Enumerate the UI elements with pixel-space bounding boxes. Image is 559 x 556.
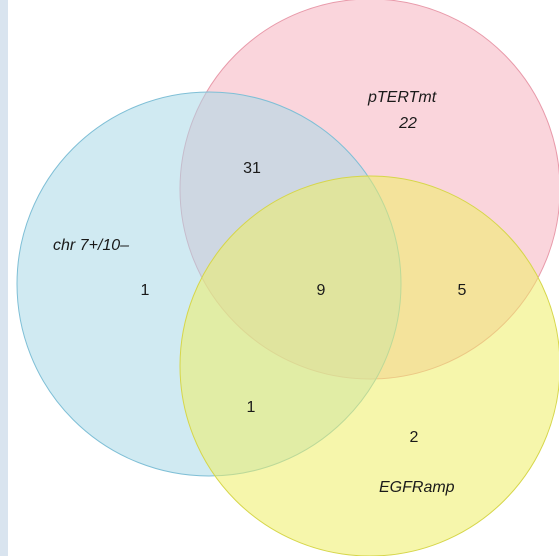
label-egfr: EGFRamp — [379, 479, 455, 496]
count-chr-egfr: 1 — [247, 399, 256, 416]
count-pterr-egfr: 5 — [458, 282, 467, 299]
label-pterr: pTERTmt — [367, 89, 437, 106]
count-chr-pterr: 31 — [243, 160, 261, 177]
left-side-strip — [0, 0, 8, 556]
count-egfr-only: 2 — [410, 429, 419, 446]
count-chr-only: 1 — [141, 282, 150, 299]
count-all-three: 9 — [317, 282, 326, 299]
label-pterr-count: 22 — [398, 115, 417, 132]
circle-egfr — [179, 175, 559, 556]
label-chr: chr 7+/10– — [53, 237, 129, 254]
